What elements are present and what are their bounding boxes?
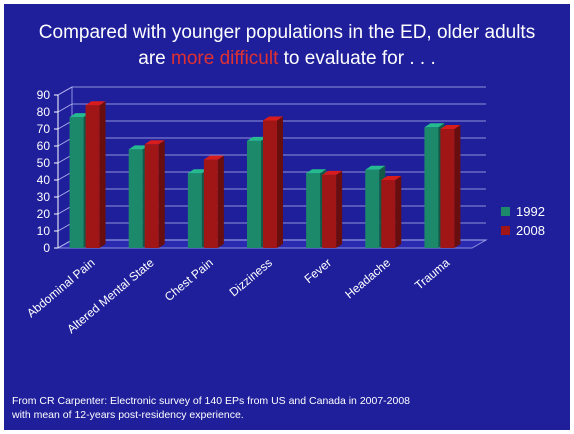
- title-accent-text: more difficult: [171, 48, 279, 69]
- bar-top: [203, 155, 224, 160]
- y-tick-label: 0: [43, 241, 50, 255]
- bar-1992: [128, 149, 143, 248]
- y-tick-label: 60: [37, 139, 51, 153]
- legend-swatch-1992: [501, 207, 510, 216]
- bar-2008: [381, 180, 396, 248]
- bar-top: [381, 176, 402, 180]
- y-tick-label: 50: [37, 156, 51, 170]
- bar-side: [454, 125, 461, 248]
- x-tick-label: Fever: [302, 256, 335, 286]
- bar-top: [128, 145, 149, 150]
- slide-title: Compared with younger populations in the…: [4, 20, 570, 72]
- legend-label-1992: 1992: [516, 204, 545, 219]
- y-tick-label: 20: [37, 207, 51, 221]
- x-tick-label: Dizziness: [227, 256, 275, 300]
- bar-2008: [440, 129, 455, 248]
- footnote: From CR Carpenter: Electronic survey of …: [12, 394, 562, 422]
- footnote-line-1: From CR Carpenter: Electronic survey of …: [12, 395, 411, 407]
- title-line-2: are more difficult to evaluate for . . .: [4, 46, 570, 72]
- bar-1992: [69, 117, 84, 248]
- title-line-1: Compared with younger populations in the…: [38, 22, 536, 43]
- x-tick-label: Headache: [342, 255, 393, 301]
- bar-side: [217, 155, 224, 248]
- bar-2008: [263, 120, 277, 248]
- title-line-2-start: are: [138, 48, 171, 69]
- bar-2008: [144, 144, 159, 248]
- bar-1992: [424, 127, 439, 248]
- bar-side: [395, 176, 402, 248]
- bar-top: [306, 169, 327, 174]
- bar-top: [187, 169, 208, 174]
- bar-top: [424, 123, 445, 128]
- bar-top: [440, 125, 461, 129]
- bar-top: [85, 101, 106, 106]
- bar-2008: [203, 159, 218, 248]
- y-tick-label: 30: [37, 190, 51, 204]
- y-tick-label: 80: [37, 105, 51, 119]
- bar-1992: [247, 140, 261, 248]
- y-tick-label: 40: [37, 173, 51, 187]
- x-tick-label: Trauma: [412, 255, 453, 292]
- bar-top: [144, 140, 165, 145]
- bar-top: [365, 165, 386, 170]
- gridline-slant: [57, 86, 73, 96]
- bar-top: [263, 116, 283, 121]
- x-tick-label: Chest Pain: [162, 256, 216, 304]
- bar-side: [336, 170, 343, 248]
- bar-2008: [85, 105, 100, 248]
- bar-1992: [365, 169, 380, 248]
- gridline-slant: [57, 103, 73, 113]
- y-tick-label: 10: [37, 224, 51, 238]
- title-line-2-end: to evaluate for . . .: [278, 48, 436, 69]
- y-tick-label: 70: [37, 122, 51, 136]
- bar-1992: [187, 173, 202, 248]
- bar-top: [322, 170, 343, 175]
- y-tick-label: 90: [37, 88, 51, 102]
- legend-label-2008: 2008: [516, 223, 545, 238]
- bar-side: [277, 116, 283, 248]
- bar-side: [99, 101, 106, 248]
- bar-side: [158, 140, 165, 248]
- footnote-line-2: with mean of 12-years post-residency exp…: [12, 409, 244, 421]
- legend-swatch-2008: [501, 226, 510, 235]
- slide: Compared with younger populations in the…: [4, 4, 570, 430]
- bar-2008: [322, 174, 337, 248]
- bar-top: [247, 136, 267, 141]
- bar-top: [69, 113, 90, 118]
- bar-1992: [306, 173, 321, 248]
